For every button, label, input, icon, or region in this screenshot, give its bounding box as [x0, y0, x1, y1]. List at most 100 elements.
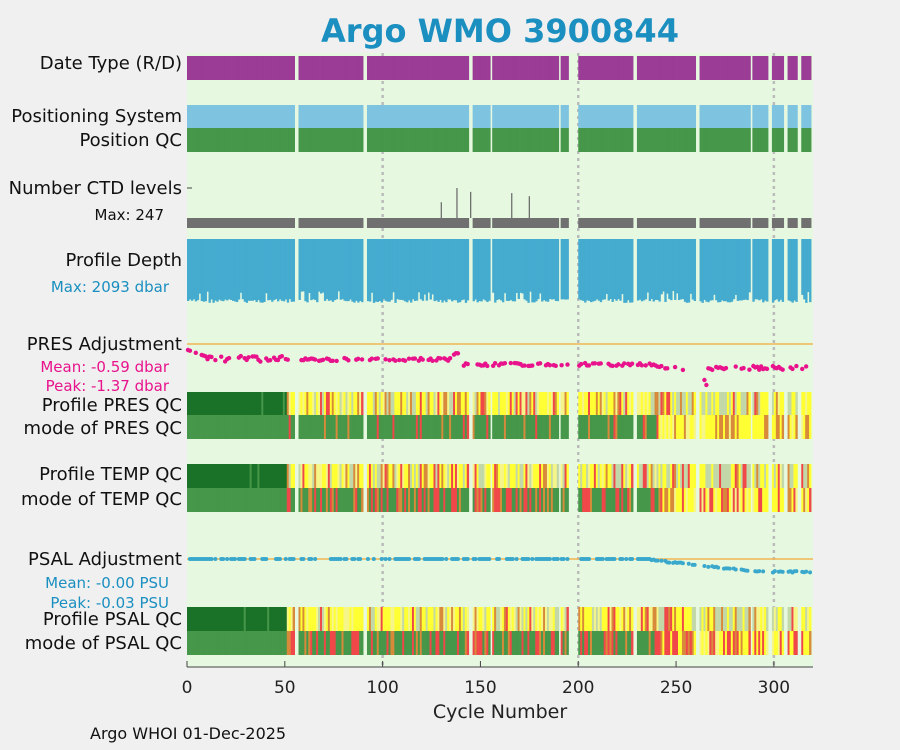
date-type-cell	[742, 56, 745, 80]
positioning-cell	[353, 105, 356, 128]
profile-temp-qc-cell	[617, 464, 620, 488]
mode-psal-qc-cell	[564, 631, 567, 655]
profile-depth-bar	[237, 239, 241, 300]
profile-pres-qc-cell	[605, 392, 608, 415]
profile-psal-qc-cell	[687, 607, 691, 631]
ctd-levels-cell	[744, 218, 747, 228]
ctd-levels-cell	[709, 218, 712, 228]
pres-adjustment-point	[800, 366, 805, 372]
mode-temp-qc-cell	[349, 488, 352, 512]
mode-pres-qc-cell	[312, 415, 315, 439]
mode-temp-qc-cell	[525, 488, 528, 512]
profile-temp-qc-cell	[640, 464, 644, 488]
profile-temp-qc-cell	[521, 464, 524, 488]
label-ctd-levels: Number CTD levels	[8, 178, 182, 199]
pres-adjustment-point	[586, 363, 592, 368]
date-type-cell	[723, 56, 726, 80]
profile-psal-qc-cell	[421, 607, 425, 631]
position-qc-cell	[431, 128, 434, 152]
profile-pres-qc-cell	[443, 392, 446, 415]
position-qc-cell	[519, 128, 522, 152]
profile-depth-bar	[347, 239, 350, 302]
mode-pres-qc-cell	[676, 415, 679, 439]
position-qc-cell	[372, 128, 376, 152]
mode-temp-qc-cell	[261, 488, 264, 512]
mode-psal-qc-cell	[595, 631, 599, 655]
mode-temp-qc-cell	[766, 488, 769, 512]
ctd-levels-cell	[376, 218, 380, 228]
profile-pres-qc-cell	[742, 392, 745, 415]
profile-psal-qc-cell	[642, 607, 646, 631]
mode-psal-qc-cell	[527, 631, 530, 655]
positioning-cell	[325, 105, 329, 128]
profile-pres-qc-cell	[554, 392, 558, 415]
profile-pres-qc-cell	[237, 392, 241, 415]
ctd-levels-cell	[501, 218, 505, 228]
mode-temp-qc-cell	[458, 488, 462, 512]
profile-temp-qc-cell	[791, 464, 794, 488]
mode-pres-qc-cell	[456, 415, 460, 439]
profile-temp-qc-cell	[437, 464, 440, 488]
positioning-cell	[503, 105, 507, 128]
position-qc-cell	[744, 128, 747, 152]
mode-pres-qc-cell	[398, 415, 401, 439]
profile-pres-qc-cell	[233, 392, 237, 415]
date-type-cell	[501, 56, 505, 80]
mode-temp-qc-cell	[278, 488, 282, 512]
ctd-levels-cell	[298, 218, 301, 228]
mode-temp-qc-cell	[439, 488, 442, 512]
mode-pres-qc-cell	[218, 415, 221, 439]
footer-note: Argo WHOI 01-Dec-2025	[90, 724, 287, 743]
mode-temp-qc-cell	[719, 488, 722, 512]
mode-pres-qc-cell	[388, 415, 391, 439]
mode-temp-qc-cell	[728, 488, 732, 512]
mode-psal-qc-cell	[241, 631, 245, 655]
profile-temp-qc-cell	[406, 464, 409, 488]
profile-depth-bar	[482, 239, 485, 300]
mode-temp-qc-cell	[408, 488, 411, 512]
position-qc-cell	[187, 128, 190, 152]
mode-pres-qc-cell	[699, 415, 702, 439]
mode-pres-qc-cell	[781, 415, 785, 439]
mode-pres-qc-cell	[744, 415, 747, 439]
ctd-levels-cell	[204, 218, 207, 228]
profile-pres-qc-cell	[447, 392, 450, 415]
mode-pres-qc-cell	[302, 415, 305, 439]
position-qc-cell	[276, 128, 280, 152]
date-type-cell	[705, 56, 708, 80]
pres-adjustment-point	[508, 360, 513, 366]
mode-temp-qc-cell	[355, 488, 358, 512]
mode-temp-qc-cell	[580, 488, 583, 512]
mode-pres-qc-cell	[423, 415, 427, 439]
profile-temp-qc-cell	[539, 464, 542, 488]
mode-pres-qc-cell	[715, 415, 718, 439]
profile-psal-qc-cell	[527, 607, 530, 631]
x-tick-label: 300	[758, 678, 790, 698]
positioning-cell	[306, 105, 309, 128]
mode-temp-qc-cell	[723, 488, 726, 512]
mode-psal-qc-cell	[701, 631, 704, 655]
profile-pres-qc-cell	[668, 392, 671, 415]
mode-temp-qc-cell	[359, 488, 362, 512]
profile-pres-qc-cell	[789, 392, 792, 415]
position-qc-cell	[382, 128, 385, 152]
date-type-cell	[259, 56, 262, 80]
profile-temp-qc-cell	[646, 464, 650, 488]
mode-pres-qc-cell	[756, 415, 759, 439]
profile-depth-bar	[427, 239, 430, 293]
profile-temp-qc-cell	[380, 464, 384, 488]
pres-adjustment-point	[622, 361, 627, 366]
profile-psal-qc-cell	[754, 607, 757, 631]
positioning-cell	[243, 105, 247, 128]
mode-pres-qc-cell	[644, 415, 648, 439]
profile-psal-qc-cell	[724, 607, 728, 631]
positioning-cell	[537, 105, 540, 128]
profile-pres-qc-cell	[290, 392, 294, 415]
psal-adjustment-point	[561, 557, 566, 561]
date-type-cell	[388, 56, 391, 80]
positioning-cell	[517, 105, 520, 128]
position-qc-cell	[237, 128, 241, 152]
mode-temp-qc-cell	[202, 488, 206, 512]
date-type-cell	[746, 56, 749, 80]
mode-pres-qc-cell	[484, 415, 487, 439]
